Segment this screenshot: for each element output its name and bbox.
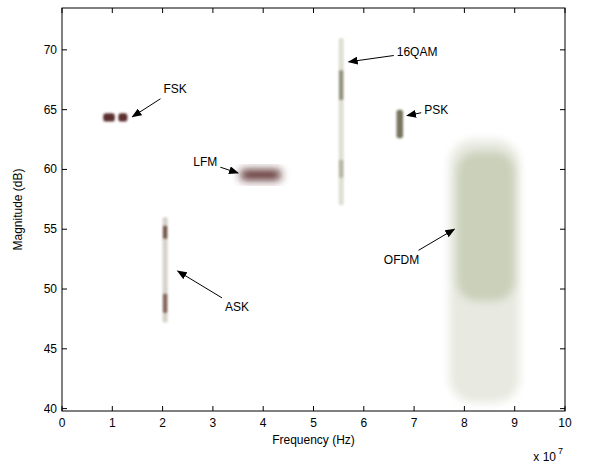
signal bbox=[241, 169, 281, 180]
x-multiplier-exponent: 7 bbox=[558, 446, 563, 456]
x-tick bbox=[313, 406, 314, 411]
x-tick-label: 0 bbox=[59, 416, 66, 430]
signal-blob bbox=[449, 140, 519, 403]
plot-frame bbox=[62, 8, 565, 411]
signal-blob bbox=[118, 113, 127, 121]
y-tick-label: 50 bbox=[44, 282, 58, 296]
signal bbox=[339, 38, 344, 205]
signal-blob bbox=[339, 38, 344, 205]
annotation-arrow bbox=[178, 271, 222, 298]
signal bbox=[449, 140, 519, 403]
signal-blob bbox=[163, 226, 167, 239]
y-tick-right bbox=[560, 408, 565, 409]
x-tick-top bbox=[313, 8, 314, 13]
x-multiplier: x 10 bbox=[533, 450, 556, 464]
annotations: FSK LFM ASK 16QAM PSK OFDM bbox=[132, 45, 454, 314]
y-tick-right bbox=[560, 49, 565, 50]
signal-label: OFDM bbox=[384, 253, 419, 267]
y-tick-label: 65 bbox=[44, 103, 58, 117]
y-tick-label: 55 bbox=[44, 222, 58, 236]
y-tick bbox=[62, 289, 67, 290]
x-tick-top bbox=[162, 8, 163, 13]
x-tick-top bbox=[414, 8, 415, 13]
y-tick-label: 40 bbox=[44, 402, 58, 416]
x-tick-label: 3 bbox=[210, 416, 217, 430]
y-axis-title: Magnitude (dB) bbox=[11, 168, 25, 250]
signal-label: LFM bbox=[193, 155, 217, 169]
y-tick bbox=[62, 109, 67, 110]
x-tick-label: 10 bbox=[558, 416, 572, 430]
chart: 01234567891040455055606570Frequency (Hz)… bbox=[0, 0, 600, 468]
background bbox=[0, 0, 600, 468]
x-tick-label: 7 bbox=[411, 416, 418, 430]
y-tick-right bbox=[560, 169, 565, 170]
y-tick-label: 45 bbox=[44, 342, 58, 356]
x-tick-top bbox=[565, 8, 566, 13]
x-tick-label: 6 bbox=[360, 416, 367, 430]
x-tick bbox=[464, 406, 465, 411]
annotation-arrow bbox=[220, 167, 238, 173]
signal-blob bbox=[396, 110, 403, 139]
x-tick-top bbox=[263, 8, 264, 13]
x-tick-label: 5 bbox=[310, 416, 317, 430]
annotation-arrow bbox=[132, 99, 160, 117]
signal-label: ASK bbox=[225, 300, 249, 314]
annotation-arrow bbox=[407, 113, 421, 116]
x-tick bbox=[162, 406, 163, 411]
y-tick-label: 70 bbox=[44, 43, 58, 57]
annotation-arrow bbox=[419, 229, 455, 250]
x-tick-top bbox=[464, 8, 465, 13]
y-tick bbox=[62, 229, 67, 230]
annotation-arrow bbox=[349, 56, 394, 62]
signal bbox=[396, 110, 403, 139]
x-tick-top bbox=[363, 8, 364, 13]
x-tick bbox=[263, 406, 264, 411]
signal-blob bbox=[339, 70, 343, 100]
signal-blob bbox=[103, 113, 115, 121]
y-tick-right bbox=[560, 348, 565, 349]
signal-label: FSK bbox=[164, 82, 187, 96]
x-tick-top bbox=[514, 8, 515, 13]
signal-blob bbox=[163, 294, 167, 313]
plot-area bbox=[62, 8, 565, 411]
x-tick bbox=[363, 406, 364, 411]
signal-blob bbox=[241, 169, 281, 180]
y-tick-right bbox=[560, 289, 565, 290]
y-tick-right bbox=[560, 109, 565, 110]
signal-label: PSK bbox=[424, 103, 448, 117]
x-tick-label: 2 bbox=[159, 416, 166, 430]
x-tick-top bbox=[112, 8, 113, 13]
y-tick bbox=[62, 49, 67, 50]
signal-label: 16QAM bbox=[397, 45, 438, 59]
y-tick bbox=[62, 169, 67, 170]
y-tick-label: 60 bbox=[44, 162, 58, 176]
x-tick-top bbox=[62, 8, 63, 13]
plot-marks bbox=[103, 38, 519, 403]
x-tick bbox=[414, 406, 415, 411]
x-tick-label: 4 bbox=[260, 416, 267, 430]
y-tick-right bbox=[560, 229, 565, 230]
x-tick-label: 1 bbox=[109, 416, 116, 430]
x-tick-label: 8 bbox=[461, 416, 468, 430]
signal bbox=[163, 217, 168, 322]
x-tick-label: 9 bbox=[511, 416, 518, 430]
signal-blob bbox=[163, 217, 168, 322]
y-tick bbox=[62, 408, 67, 409]
y-tick bbox=[62, 348, 67, 349]
x-tick-top bbox=[212, 8, 213, 13]
signal-blob bbox=[457, 152, 515, 301]
x-tick bbox=[112, 406, 113, 411]
x-tick bbox=[212, 406, 213, 411]
x-tick bbox=[514, 406, 515, 411]
signal bbox=[103, 113, 127, 121]
signal-blob bbox=[339, 160, 343, 178]
x-axis-title: Frequency (Hz) bbox=[272, 433, 355, 447]
